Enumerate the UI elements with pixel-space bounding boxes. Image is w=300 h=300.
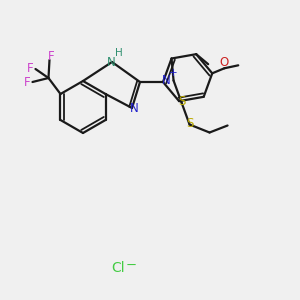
Text: S: S — [186, 117, 193, 130]
Text: F: F — [27, 61, 34, 74]
Text: N: N — [130, 103, 138, 116]
Text: F: F — [48, 50, 55, 62]
Text: +: + — [169, 68, 177, 78]
Text: F: F — [24, 76, 31, 88]
Text: Cl: Cl — [111, 261, 125, 275]
Text: N: N — [106, 56, 116, 70]
Text: O: O — [220, 56, 229, 69]
Text: −: − — [125, 259, 136, 272]
Text: H: H — [115, 48, 123, 58]
Text: N: N — [162, 74, 170, 86]
Text: S: S — [178, 95, 185, 108]
